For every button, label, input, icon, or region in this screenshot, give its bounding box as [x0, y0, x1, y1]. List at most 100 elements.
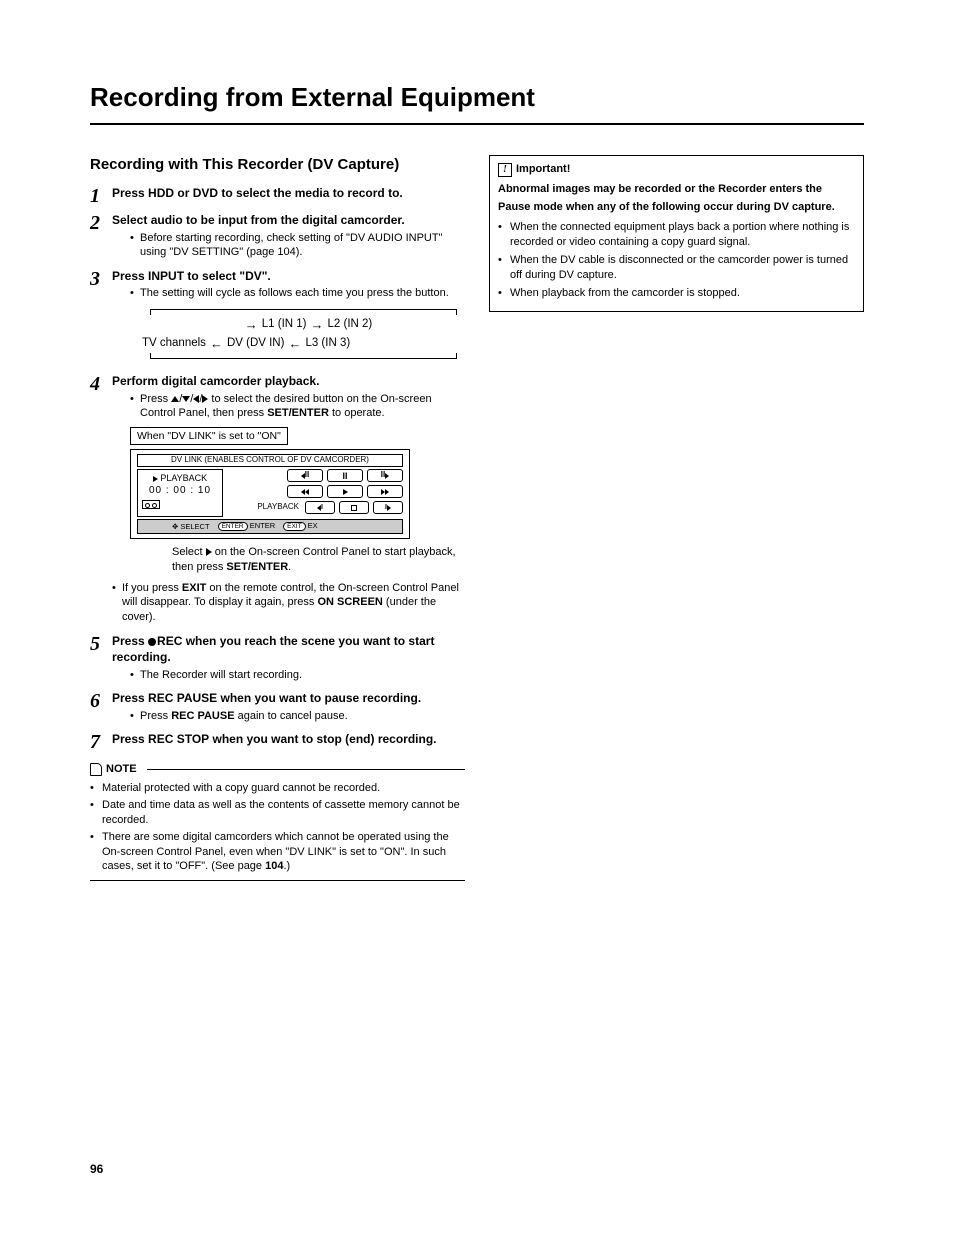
- bullet: • If you press EXIT on the remote contro…: [112, 581, 465, 626]
- bullet: •Before starting recording, check settin…: [130, 231, 465, 261]
- ffwd-button[interactable]: [367, 485, 403, 498]
- panel-caption: Select on the On-screen Control Panel to…: [172, 545, 465, 575]
- step-3-head: Press INPUT to select "DV".: [112, 268, 465, 284]
- text: Select: [172, 546, 206, 558]
- important-box: ! Important! Abnormal images may be reco…: [489, 155, 864, 312]
- text: Press: [112, 732, 148, 746]
- bullet-text: When the connected equipment plays back …: [510, 220, 855, 250]
- text: Press: [112, 691, 148, 705]
- note-bullet: •Material protected with a copy guard ca…: [90, 781, 465, 796]
- dvlink-label: When "DV LINK" is set to "ON": [130, 427, 288, 445]
- step-5: 5 Press REC when you reach the scene you…: [90, 633, 465, 684]
- important-lead: Abnormal images may be recorded or the R…: [498, 181, 855, 216]
- bullet-text: If you press EXIT on the remote control,…: [122, 581, 465, 626]
- step-2: 2 Select audio to be input from the digi…: [90, 212, 465, 262]
- text: to select the media to record to.: [218, 186, 403, 200]
- text: Press: [112, 634, 148, 648]
- text: .: [288, 561, 291, 573]
- text: when you want to stop (end) recording.: [209, 732, 436, 746]
- dvd-label: DVD: [193, 186, 218, 200]
- rewind-button[interactable]: [287, 485, 323, 498]
- page-number: 96: [90, 1161, 864, 1177]
- rec-stop-label: REC STOP: [148, 732, 209, 746]
- step-fwd-button[interactable]: II: [367, 469, 403, 482]
- bullet-text: When the DV cable is disconnected or the…: [510, 253, 855, 283]
- step-number: 3: [90, 268, 112, 367]
- step-7: 7 Press REC STOP when you want to stop (…: [90, 731, 465, 752]
- cycle-tv: TV channels: [142, 336, 206, 352]
- set-enter-label: SET/ENTER: [226, 561, 288, 573]
- step-1: 1 Press HDD or DVD to select the media t…: [90, 185, 465, 206]
- footer-exit: EX: [308, 521, 318, 530]
- bullet: •Press REC PAUSE again to cancel pause.: [130, 709, 465, 724]
- slow-rev-button[interactable]: I: [305, 501, 335, 514]
- important-bullet: •When the connected equipment plays back…: [498, 220, 855, 250]
- page-title: Recording from External Equipment: [90, 80, 864, 125]
- step-7-head: Press REC STOP when you want to stop (en…: [112, 731, 465, 747]
- cycle-dv: DV (DV IN): [227, 336, 285, 352]
- note-block: NOTE •Material protected with a copy gua…: [90, 762, 465, 881]
- important-bullet: •When playback from the camcorder is sto…: [498, 286, 855, 301]
- important-bullet: •When the DV cable is disconnected or th…: [498, 253, 855, 283]
- note-text: There are some digital camcorders which …: [102, 830, 465, 875]
- footer-enter: ENTER: [250, 521, 275, 530]
- play-button[interactable]: [327, 485, 363, 498]
- step-1-head: Press HDD or DVD to select the media to …: [112, 185, 465, 201]
- note-text: Material protected with a copy guard can…: [102, 781, 465, 796]
- step-number: 4: [90, 373, 112, 627]
- cycle-diagram: → L1 (IN 1) → L2 (IN 2) TV channels ← DV…: [142, 309, 465, 359]
- bullet: • Press /// to select the desired button…: [130, 392, 465, 422]
- footer-enter-btn: ENTER: [218, 522, 248, 531]
- note-bullet: •There are some digital camcorders which…: [90, 830, 465, 875]
- step-number: 1: [90, 185, 112, 206]
- rec-pause-label: REC PAUSE: [148, 691, 217, 705]
- slow-fwd-button[interactable]: I: [373, 501, 403, 514]
- bullet-text: Before starting recording, check setting…: [140, 231, 465, 261]
- bullet-text: Press REC PAUSE again to cancel pause.: [140, 709, 465, 724]
- bullet-text: The Recorder will start recording.: [140, 668, 465, 683]
- panel-title: DV LINK (ENABLES CONTROL OF DV CAMCORDER…: [137, 454, 403, 467]
- note-text: Date and time data as well as the conten…: [102, 798, 465, 828]
- text: on the On-screen Control Panel to start …: [172, 546, 456, 573]
- step-number: 2: [90, 212, 112, 262]
- step-number: 5: [90, 633, 112, 684]
- step-back-button[interactable]: II: [287, 469, 323, 482]
- text: or: [174, 186, 193, 200]
- step-4-head: Perform digital camcorder playback.: [112, 373, 465, 389]
- note-bullet: •Date and time data as well as the conte…: [90, 798, 465, 828]
- input-label: INPUT: [148, 269, 184, 283]
- dv-control-panel: DV LINK (ENABLES CONTROL OF DV CAMCORDER…: [130, 449, 410, 539]
- text: when you want to pause recording.: [217, 691, 421, 705]
- step-6: 6 Press REC PAUSE when you want to pause…: [90, 690, 465, 725]
- pause-button[interactable]: II: [327, 469, 363, 482]
- footer-exit-btn: EXIT: [283, 522, 305, 531]
- important-label: Important!: [516, 162, 570, 177]
- bullet-text: The setting will cycle as follows each t…: [140, 286, 465, 301]
- bullet: •The setting will cycle as follows each …: [130, 286, 465, 301]
- note-label: NOTE: [106, 762, 137, 777]
- text: to select "DV".: [184, 269, 271, 283]
- panel-status: PLAYBACK 00 : 00 : 10: [137, 469, 223, 517]
- step-3: 3 Press INPUT to select "DV". •The setti…: [90, 268, 465, 367]
- cycle-l3: L3 (IN 3): [305, 336, 350, 352]
- stop-button[interactable]: [339, 501, 369, 514]
- playback-row-label: PLAYBACK: [257, 502, 299, 513]
- cycle-l2: L2 (IN 2): [328, 317, 373, 333]
- step-4: 4 Perform digital camcorder playback. • …: [90, 373, 465, 627]
- note-icon: [90, 763, 102, 776]
- section-title: Recording with This Recorder (DV Capture…: [90, 155, 465, 175]
- step-number: 6: [90, 690, 112, 725]
- bullet: •The Recorder will start recording.: [130, 668, 465, 683]
- text: Press: [112, 269, 148, 283]
- playback-label: PLAYBACK: [160, 473, 207, 483]
- step-5-head: Press REC when you reach the scene you w…: [112, 633, 465, 665]
- bullet-text: Press /// to select the desired button o…: [140, 392, 465, 422]
- step-6-head: Press REC PAUSE when you want to pause r…: [112, 690, 465, 706]
- cycle-l1: L1 (IN 1): [262, 317, 307, 333]
- tape-icon: [142, 500, 160, 509]
- footer-select: SELECT: [180, 522, 209, 531]
- timecode: 00 : 00 : 10: [142, 484, 218, 498]
- important-icon: !: [498, 163, 512, 177]
- panel-footer: ✥ SELECT ENTER ENTER EXIT EX: [137, 519, 403, 534]
- step-2-head: Select audio to be input from the digita…: [112, 212, 465, 228]
